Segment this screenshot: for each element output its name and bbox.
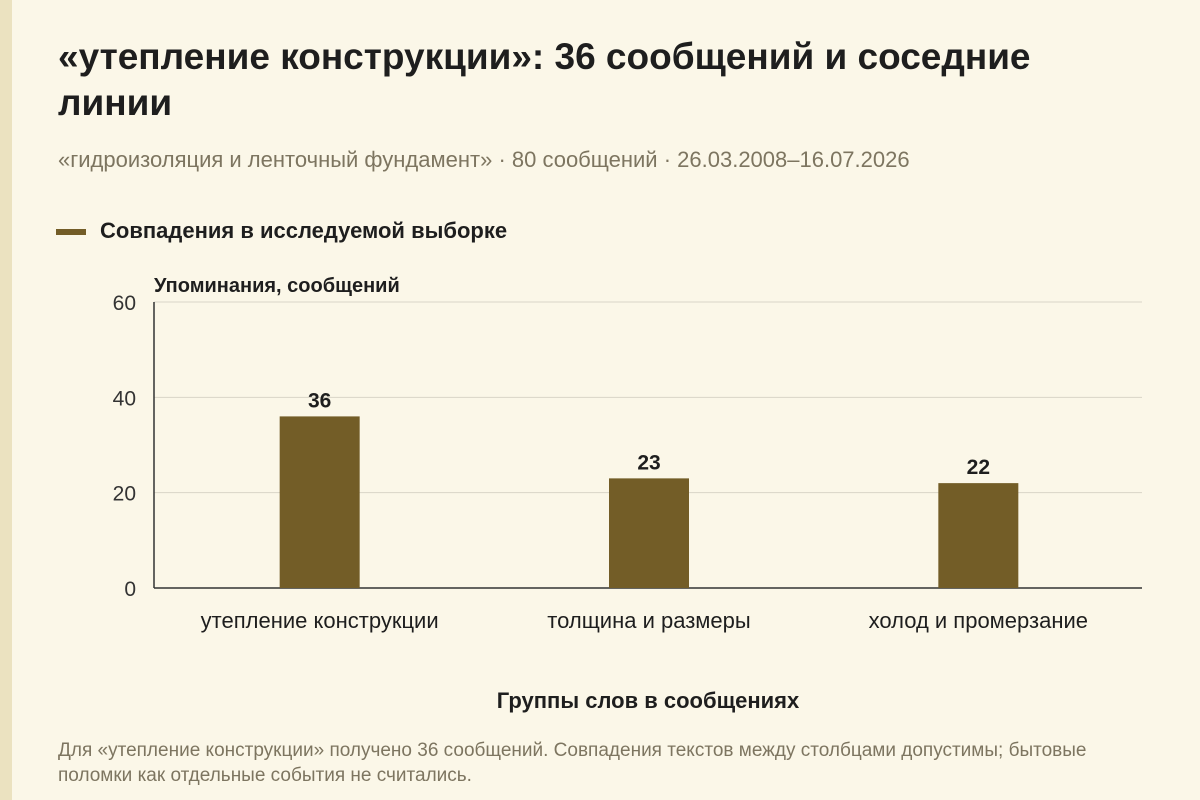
bar-value-label: 22 xyxy=(967,456,990,479)
x-tick-label: утепление конструкции xyxy=(201,608,439,633)
page-title: «утепление конструкции»: 36 сообщений и … xyxy=(58,36,1031,123)
y-tick-label: 20 xyxy=(113,483,136,506)
bar xyxy=(609,478,689,588)
bar-value-label: 36 xyxy=(308,389,331,412)
x-axis-title: Группы слов в сообщениях xyxy=(497,688,800,713)
y-axis-title: Упоминания, сообщений xyxy=(154,275,400,297)
y-tick-label: 60 xyxy=(113,292,136,315)
legend: Совпадения в исследуемой выборке xyxy=(56,218,507,244)
y-tick-label: 0 xyxy=(124,578,136,601)
legend-swatch xyxy=(56,229,86,235)
x-tick-label: толщина и размеры xyxy=(547,608,750,633)
bar xyxy=(938,483,1019,588)
page-subtitle: «гидроизоляция и ленточный фундамент» · … xyxy=(58,147,910,172)
x-tick-label: холод и промерзание xyxy=(869,608,1088,633)
y-tick-label: 40 xyxy=(113,387,136,410)
left-accent-stripe xyxy=(0,0,12,800)
bar-value-label: 23 xyxy=(637,451,660,474)
legend-label: Совпадения в исследуемой выборке xyxy=(100,218,508,243)
bar xyxy=(279,416,360,588)
footnote: Для «утепление конструкции» получено 36 … xyxy=(58,740,1087,786)
